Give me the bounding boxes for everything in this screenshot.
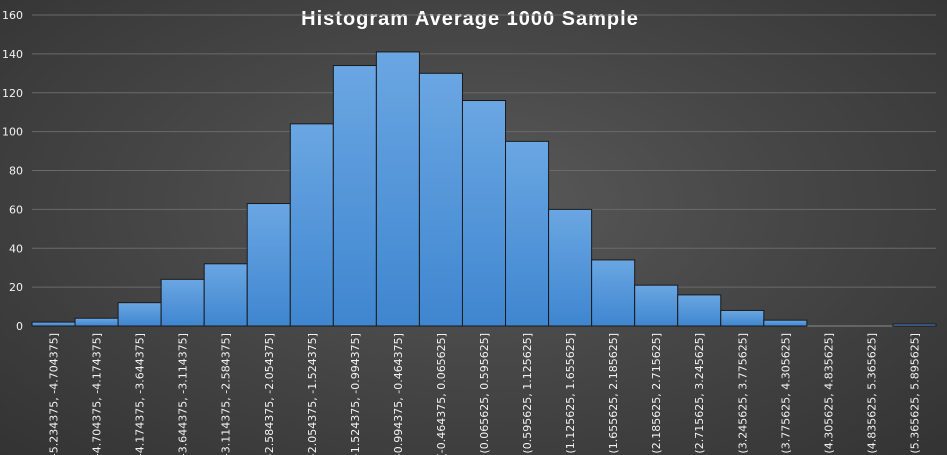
histogram-bar (117, 302, 162, 327)
x-tick-label: (-4.174375, -3.644375] (134, 333, 147, 455)
x-tick-label: (3.775625, 4.305625] (779, 333, 792, 454)
histogram-bar (720, 309, 765, 327)
histogram-bar (634, 284, 679, 327)
x-tick-label: (-2.054375, -1.524375] (306, 333, 319, 455)
histogram-bar (332, 65, 377, 327)
x-tick-label: (4.835625, 5.365625] (865, 333, 878, 454)
y-axis-ticks: 0 20 40 60 80 100 120 140 160 (2, 9, 23, 333)
x-tick-label: (-4.704375, -4.174375] (91, 333, 104, 455)
x-tick-label: (0.065625, 0.595625] (478, 333, 491, 454)
x-tick-label: (-3.114375, -2.584375] (220, 333, 233, 455)
bars (31, 51, 937, 327)
x-tick-label: [-5.234375, -4.704375] (48, 333, 61, 455)
y-tick-label: 140 (2, 48, 23, 61)
chart-title: Histogram Average 1000 Sample (301, 8, 639, 30)
y-tick-label: 0 (16, 320, 23, 333)
x-tick-label: (-2.584375, -2.054375] (263, 333, 276, 455)
x-axis-ticks: [-5.234375, -4.704375] (-4.704375, -4.174… (48, 333, 922, 455)
x-tick-label: (1.125625, 1.655625] (564, 333, 577, 454)
histogram-bar (677, 294, 722, 327)
x-tick-label: (-0.464375, 0.065625] (435, 333, 448, 455)
x-tick-label: (4.305625, 4.835625] (822, 333, 835, 454)
histogram-bar (892, 323, 937, 327)
x-tick-label: (3.245625, 3.775625] (736, 333, 749, 454)
histogram-bar (505, 140, 550, 327)
y-tick-label: 60 (9, 203, 23, 216)
x-tick-label: (-3.644375, -3.114375] (177, 333, 190, 455)
y-tick-label: 120 (2, 87, 23, 100)
histogram-bar (461, 100, 507, 327)
y-tick-label: 20 (9, 281, 23, 294)
x-tick-label: (2.185625, 2.715625] (650, 333, 663, 454)
x-tick-label: (1.655625, 2.185625] (607, 333, 620, 454)
x-tick-label: (0.595625, 1.125625] (521, 333, 534, 454)
histogram-bar (203, 263, 248, 327)
x-tick-label: (-0.994375, -0.464375] (392, 333, 405, 455)
histogram-bar (763, 319, 808, 327)
histogram-bar (246, 203, 291, 327)
y-tick-label: 40 (9, 242, 23, 255)
y-tick-label: 160 (2, 9, 23, 22)
histogram-bar (548, 208, 593, 327)
histogram-bar (418, 72, 463, 327)
x-tick-label: (5.365625, 5.895625] (908, 333, 921, 454)
y-tick-label: 80 (9, 165, 23, 178)
x-tick-label: (2.715625, 3.245625] (693, 333, 706, 454)
histogram-bar (375, 51, 420, 327)
histogram-bar (74, 317, 119, 327)
y-tick-label: 100 (2, 126, 23, 139)
histogram-bar (160, 278, 205, 327)
x-tick-label: (-1.524375, -0.994375] (349, 333, 362, 455)
histogram-bar (289, 123, 334, 327)
histogram-bar (591, 259, 636, 327)
histogram-bar (31, 321, 76, 327)
